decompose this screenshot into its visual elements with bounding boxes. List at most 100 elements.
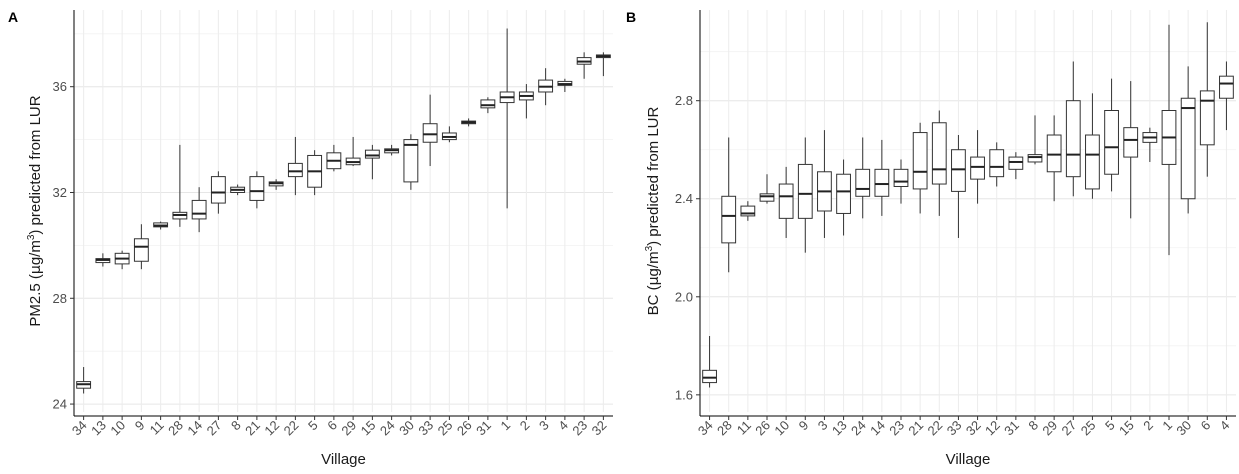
box-31 — [480, 97, 496, 114]
iqr-box — [778, 183, 794, 219]
iqr-box — [1027, 154, 1043, 163]
y-tick-label: 24 — [53, 397, 67, 412]
y-tick-label: 2.4 — [675, 191, 693, 206]
box-27 — [1065, 61, 1081, 197]
box-10 — [114, 250, 130, 270]
y-tick-label: 32 — [53, 185, 67, 200]
box-30 — [403, 134, 419, 190]
box-5 — [307, 150, 323, 196]
iqr-box — [1085, 134, 1100, 190]
box-21 — [249, 171, 265, 209]
iqr-box — [797, 163, 813, 219]
box-6 — [326, 144, 342, 172]
box-4 — [557, 78, 573, 92]
box-9 — [133, 224, 149, 270]
box-13 — [836, 159, 851, 236]
box-13 — [95, 253, 111, 267]
box-27 — [210, 171, 226, 214]
iqr-box — [970, 156, 985, 180]
x-axis-title: Village — [321, 451, 366, 468]
y-axis-title: BC (μg/m3) predicted from LUR — [644, 106, 662, 315]
iqr-box — [480, 99, 496, 109]
box-8 — [230, 184, 246, 196]
box-12 — [268, 179, 284, 190]
iqr-box — [1180, 97, 1196, 200]
y-tick-label: 1.6 — [675, 387, 693, 402]
y-tick-label: 2.0 — [675, 289, 693, 304]
box-10 — [778, 166, 794, 238]
box-23 — [576, 52, 592, 79]
iqr-box — [855, 168, 871, 197]
box-26 — [759, 174, 775, 204]
box-24 — [384, 144, 400, 156]
iqr-box — [874, 168, 890, 197]
box-22 — [931, 110, 947, 216]
box-24 — [855, 137, 871, 219]
box-28 — [721, 137, 737, 273]
box-21 — [912, 122, 928, 214]
box-29 — [345, 136, 361, 167]
box-32 — [970, 130, 985, 204]
box-25 — [441, 126, 457, 143]
iqr-box — [191, 199, 207, 220]
box-30 — [1180, 66, 1196, 214]
iqr-box — [893, 168, 909, 187]
iqr-box — [1104, 110, 1119, 175]
box-8 — [1027, 115, 1043, 165]
iqr-box — [364, 149, 380, 159]
iqr-box — [721, 195, 737, 244]
iqr-box — [133, 238, 149, 262]
iqr-box — [836, 173, 851, 214]
box-34 — [76, 367, 92, 394]
box-2 — [518, 84, 534, 119]
iqr-box — [210, 176, 226, 204]
box-23 — [893, 159, 909, 204]
box-14 — [874, 139, 890, 216]
box-3 — [538, 68, 554, 106]
box-12 — [989, 142, 1005, 187]
iqr-box — [951, 149, 966, 192]
iqr-box — [702, 369, 717, 384]
box-3 — [817, 130, 832, 238]
box-4 — [1219, 61, 1234, 131]
box-22 — [287, 136, 303, 196]
iqr-box — [740, 205, 756, 217]
iqr-box — [931, 122, 947, 185]
box-33 — [422, 94, 438, 167]
y-tick-label: 36 — [53, 79, 67, 94]
iqr-box — [1065, 100, 1081, 178]
iqr-box — [422, 123, 438, 143]
box-31 — [1008, 152, 1024, 180]
panel-label: B — [626, 9, 636, 25]
box-32 — [595, 52, 611, 77]
box-15 — [1123, 81, 1139, 219]
box-1 — [499, 28, 515, 209]
box-29 — [1046, 115, 1062, 202]
box-25 — [1085, 93, 1100, 199]
iqr-box — [403, 139, 419, 183]
box-34 — [702, 336, 717, 388]
iqr-box — [912, 132, 928, 190]
box-11 — [153, 221, 169, 230]
box-1 — [1161, 24, 1177, 256]
iqr-box — [1199, 90, 1215, 146]
iqr-box — [1046, 134, 1062, 173]
box-14 — [191, 187, 207, 233]
box-5 — [1104, 78, 1119, 192]
box-26 — [461, 118, 477, 127]
y-tick-label: 2.8 — [675, 93, 693, 108]
y-axis-title: PM2.5 (μg/m3) predicted from LUR — [26, 95, 44, 326]
box-33 — [951, 135, 966, 238]
iqr-box — [1123, 127, 1139, 158]
box-28 — [172, 144, 188, 227]
iqr-box — [249, 176, 265, 201]
x-axis-title: Village — [946, 451, 991, 468]
panel-label: A — [8, 9, 18, 25]
y-tick-label: 28 — [53, 291, 67, 306]
iqr-box — [1008, 156, 1024, 170]
iqr-box — [989, 149, 1005, 178]
iqr-box — [287, 162, 303, 178]
